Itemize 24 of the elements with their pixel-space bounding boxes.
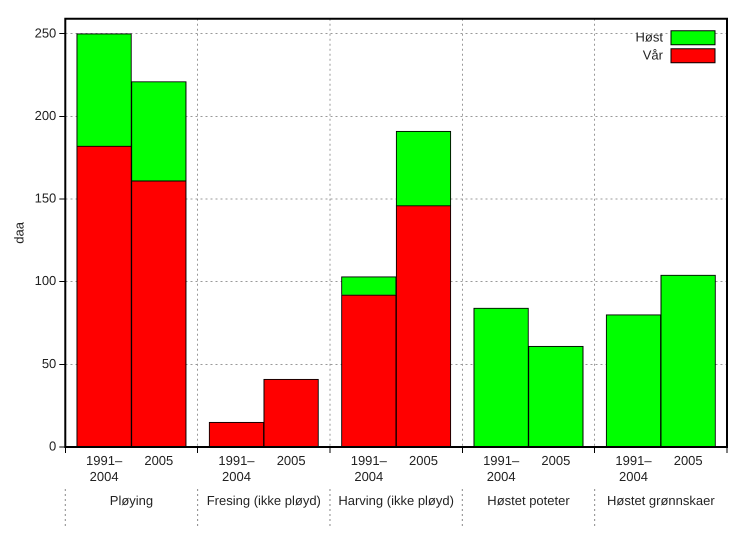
x-tick-label: 1991–2004 bbox=[350, 453, 388, 484]
y-tick-label: 100 bbox=[34, 273, 56, 288]
x-tick-label: 1991–2004 bbox=[483, 453, 520, 484]
x-tick-label: 2005 bbox=[144, 453, 174, 468]
x-tick-label: 2005 bbox=[674, 453, 703, 468]
y-tick-label: 0 bbox=[49, 438, 56, 454]
text: Høstet grønnskaer bbox=[607, 493, 716, 508]
legend-label: Høst bbox=[636, 29, 664, 44]
text: Harving (ikke pløyd) bbox=[338, 493, 454, 508]
x-tick-label: 1991–2004 bbox=[218, 453, 256, 484]
x-tick-label: 1991–2004 bbox=[615, 453, 652, 484]
y-tick-label: 50 bbox=[42, 356, 56, 371]
y-tick-label: 200 bbox=[34, 108, 56, 123]
text: Pløying bbox=[110, 493, 154, 508]
x-tick-label: 2005 bbox=[409, 453, 438, 468]
x-tick-label: 2005 bbox=[276, 453, 306, 468]
y-axis-title: daa bbox=[11, 221, 26, 244]
y-tick-label: 250 bbox=[34, 25, 56, 40]
x-tick-label: 2005 bbox=[541, 453, 570, 468]
x-tick-label: 1991–2004 bbox=[86, 453, 123, 484]
text: Fresing (ikke pløyd) bbox=[206, 493, 321, 508]
text: Høstet poteter bbox=[487, 493, 570, 508]
legend-label: Vår bbox=[642, 47, 664, 62]
y-tick-label: 150 bbox=[34, 190, 56, 206]
